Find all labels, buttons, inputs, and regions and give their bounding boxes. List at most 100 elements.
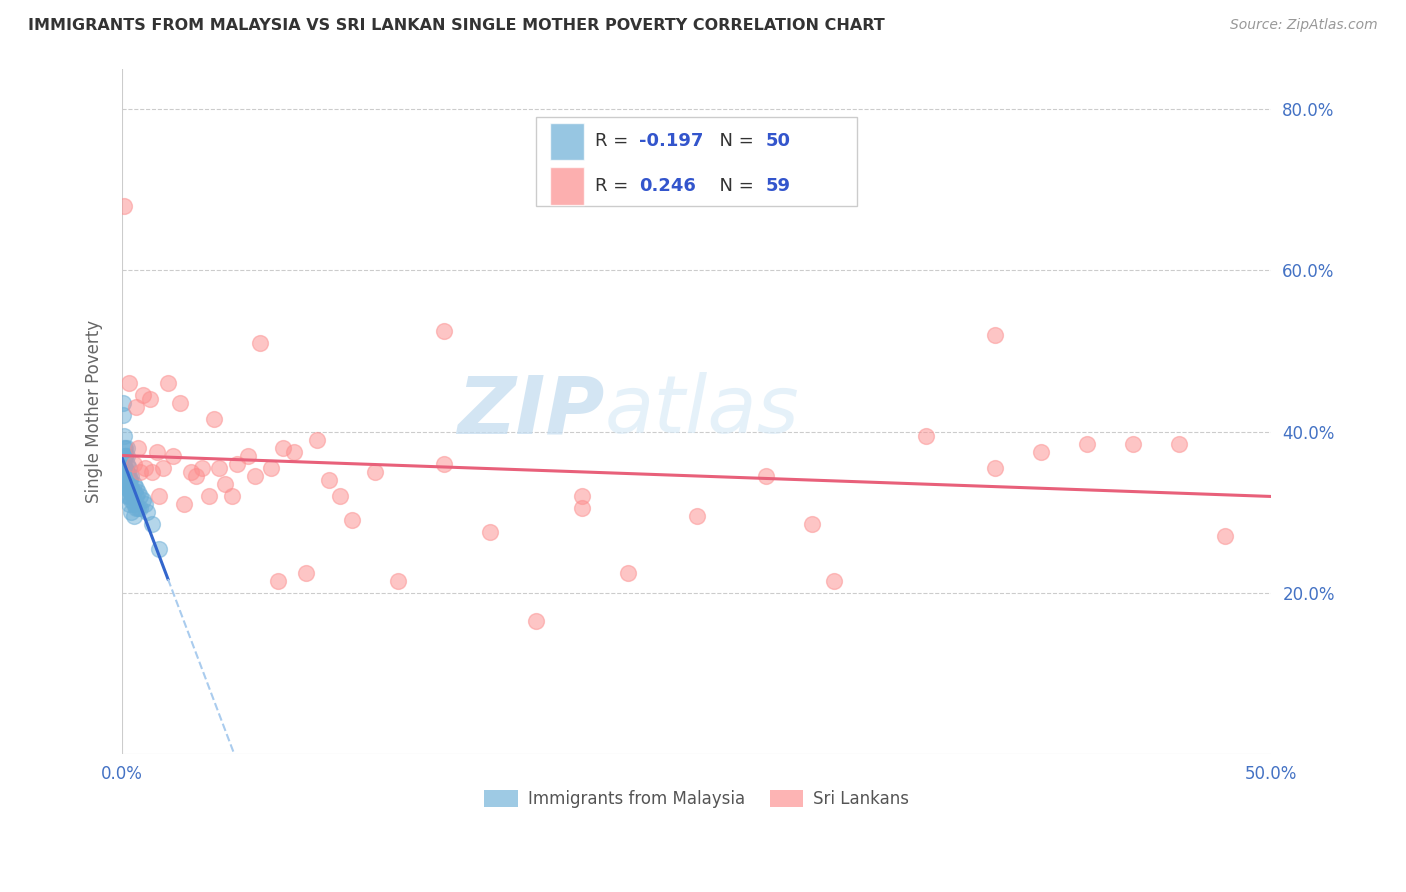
- Point: [120, 485, 142, 500]
- Point: [364, 465, 387, 479]
- Point: [122, 477, 145, 491]
- Point: [340, 513, 363, 527]
- Text: N =: N =: [709, 133, 759, 151]
- Point: [120, 469, 142, 483]
- Point: [114, 449, 136, 463]
- Point: [571, 489, 593, 503]
- Point: [173, 497, 195, 511]
- Point: [120, 481, 142, 495]
- Point: [141, 517, 163, 532]
- Point: [114, 449, 136, 463]
- Point: [112, 396, 135, 410]
- Point: [117, 481, 139, 495]
- Point: [295, 566, 318, 580]
- Point: [238, 449, 260, 463]
- Point: [249, 335, 271, 350]
- Point: [524, 614, 547, 628]
- Point: [129, 501, 152, 516]
- Point: [125, 401, 148, 415]
- Point: [122, 485, 145, 500]
- Point: [115, 481, 138, 495]
- Point: [387, 574, 409, 588]
- Point: [120, 473, 142, 487]
- Point: [221, 489, 243, 503]
- Point: [685, 509, 707, 524]
- Point: [202, 412, 225, 426]
- Legend: Immigrants from Malaysia, Sri Lankans: Immigrants from Malaysia, Sri Lankans: [478, 783, 915, 814]
- Point: [120, 493, 142, 508]
- Point: [129, 489, 152, 503]
- Point: [824, 574, 846, 588]
- Point: [112, 409, 135, 423]
- Point: [984, 327, 1007, 342]
- Text: 0.246: 0.246: [640, 177, 696, 195]
- Point: [114, 441, 136, 455]
- Point: [271, 441, 294, 455]
- Point: [118, 497, 141, 511]
- Point: [132, 493, 155, 508]
- Point: [571, 501, 593, 516]
- Point: [120, 505, 142, 519]
- Point: [112, 473, 135, 487]
- Point: [132, 388, 155, 402]
- Point: [125, 489, 148, 503]
- Point: [122, 497, 145, 511]
- Point: [134, 497, 156, 511]
- Point: [198, 489, 221, 503]
- Point: [115, 441, 138, 455]
- Point: [118, 376, 141, 391]
- FancyBboxPatch shape: [550, 167, 583, 205]
- Point: [118, 473, 141, 487]
- Point: [129, 465, 152, 479]
- Text: ZIP: ZIP: [457, 372, 605, 450]
- Point: [127, 501, 149, 516]
- Point: [191, 460, 214, 475]
- Point: [152, 460, 174, 475]
- Text: 50: 50: [765, 133, 790, 151]
- Point: [207, 460, 229, 475]
- Point: [118, 469, 141, 483]
- Point: [134, 460, 156, 475]
- Text: R =: R =: [596, 133, 634, 151]
- Point: [169, 396, 191, 410]
- Point: [127, 485, 149, 500]
- Point: [127, 441, 149, 455]
- Point: [915, 428, 938, 442]
- Point: [118, 489, 141, 503]
- Point: [115, 457, 138, 471]
- Point: [114, 460, 136, 475]
- Y-axis label: Single Mother Poverty: Single Mother Poverty: [86, 320, 103, 503]
- Point: [115, 449, 138, 463]
- Point: [122, 457, 145, 471]
- Point: [433, 324, 456, 338]
- Text: -0.197: -0.197: [640, 133, 703, 151]
- Point: [214, 477, 236, 491]
- Point: [283, 444, 305, 458]
- Point: [136, 505, 159, 519]
- Point: [125, 501, 148, 516]
- Point: [1031, 444, 1053, 458]
- FancyBboxPatch shape: [550, 122, 583, 161]
- Point: [122, 509, 145, 524]
- Text: IMMIGRANTS FROM MALAYSIA VS SRI LANKAN SINGLE MOTHER POVERTY CORRELATION CHART: IMMIGRANTS FROM MALAYSIA VS SRI LANKAN S…: [28, 18, 884, 33]
- Point: [118, 460, 141, 475]
- Point: [754, 469, 776, 483]
- Point: [162, 449, 184, 463]
- Point: [226, 457, 249, 471]
- FancyBboxPatch shape: [536, 117, 858, 206]
- Text: N =: N =: [709, 177, 759, 195]
- Point: [118, 481, 141, 495]
- Point: [148, 541, 170, 556]
- Text: 59: 59: [765, 177, 790, 195]
- Point: [115, 465, 138, 479]
- Point: [145, 444, 167, 458]
- Point: [1122, 436, 1144, 450]
- Point: [329, 489, 352, 503]
- Point: [120, 485, 142, 500]
- Point: [121, 489, 143, 503]
- Point: [478, 525, 501, 540]
- Point: [616, 566, 638, 580]
- Point: [112, 428, 135, 442]
- Point: [260, 460, 283, 475]
- Point: [318, 473, 340, 487]
